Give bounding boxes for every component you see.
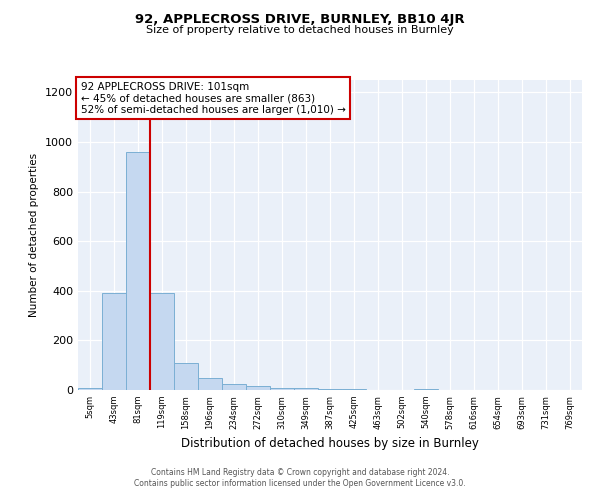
- Bar: [318, 389, 342, 390]
- Bar: [270, 388, 294, 390]
- Bar: [246, 386, 270, 390]
- Bar: [174, 362, 198, 390]
- Text: 92, APPLECROSS DRIVE, BURNLEY, BB10 4JR: 92, APPLECROSS DRIVE, BURNLEY, BB10 4JR: [135, 12, 465, 26]
- Bar: [126, 152, 150, 390]
- Y-axis label: Number of detached properties: Number of detached properties: [29, 153, 40, 317]
- Bar: [294, 388, 318, 390]
- Bar: [342, 389, 366, 390]
- Bar: [78, 388, 102, 390]
- X-axis label: Distribution of detached houses by size in Burnley: Distribution of detached houses by size …: [181, 437, 479, 450]
- Text: Size of property relative to detached houses in Burnley: Size of property relative to detached ho…: [146, 25, 454, 35]
- Bar: [414, 389, 438, 390]
- Bar: [150, 294, 174, 390]
- Text: 92 APPLECROSS DRIVE: 101sqm
← 45% of detached houses are smaller (863)
52% of se: 92 APPLECROSS DRIVE: 101sqm ← 45% of det…: [80, 82, 346, 115]
- Bar: [102, 294, 126, 390]
- Bar: [198, 378, 222, 390]
- Text: Contains HM Land Registry data © Crown copyright and database right 2024.
Contai: Contains HM Land Registry data © Crown c…: [134, 468, 466, 487]
- Bar: [222, 384, 246, 390]
